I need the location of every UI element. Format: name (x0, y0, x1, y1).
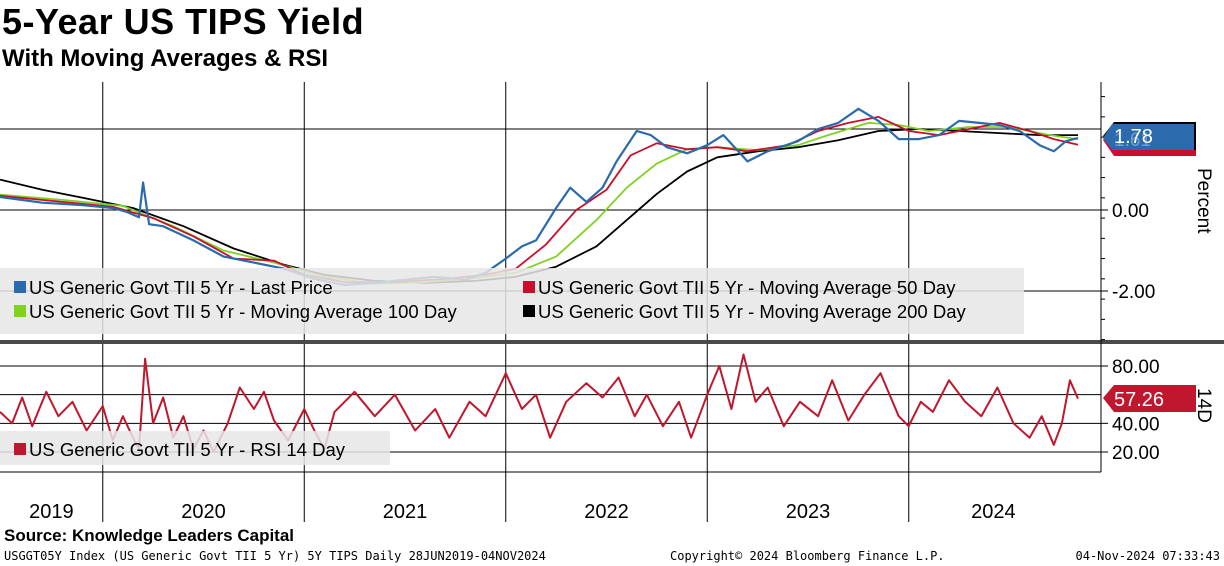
legend-label-price: US Generic Govt TII 5 Yr - Last Price (29, 277, 333, 298)
series-line-rsi (0, 353, 1079, 453)
panel-divider[interactable] (0, 340, 1224, 344)
rsi-axis-title: 14D (1193, 388, 1214, 423)
year-label-2021: 2021 (383, 501, 428, 523)
year-label-2019: 2019 (29, 501, 74, 523)
price-tick-label: 0.00 (1112, 201, 1149, 222)
legend-label-ma50: US Generic Govt TII 5 Yr - Moving Averag… (538, 277, 956, 298)
legend-label-ma200: US Generic Govt TII 5 Yr - Moving Averag… (538, 301, 967, 322)
y-axis-ticks: 0.00 -2.00 80.00 40.00 20.00 (1101, 96, 1160, 464)
price-tick-label: -2.00 (1112, 282, 1155, 303)
legend-swatch-ma100 (14, 305, 26, 317)
legend-swatch-ma50 (523, 281, 535, 293)
rsi-last-value: 57.26 (1114, 389, 1164, 411)
price-axis-title: Percent (1193, 168, 1214, 234)
chart-subtitle: With Moving Averages & RSI (2, 45, 329, 72)
legend-label-ma100: US Generic Govt TII 5 Yr - Moving Averag… (29, 301, 458, 322)
source-label: Source: Knowledge Leaders Capital (4, 526, 295, 545)
legend-swatch-rsi (14, 443, 26, 455)
chart-title: 5-Year US TIPS Yield (2, 1, 365, 42)
legend-label-rsi: US Generic Govt TII 5 Yr - RSI 14 Day (29, 439, 346, 460)
year-label-2022: 2022 (584, 501, 629, 523)
legend-swatch-ma200 (523, 305, 535, 317)
legend-swatch-price (14, 281, 26, 293)
year-label-2024: 2024 (971, 501, 1016, 523)
price-last-value-hidden: 1.61 (1114, 130, 1151, 151)
rsi-legend: US Generic Govt TII 5 Yr - RSI 14 Day (0, 431, 390, 465)
chart-area: US Generic Govt TII 5 Yr - Last Price US … (0, 82, 1224, 523)
year-label-2023: 2023 (786, 501, 831, 523)
price-last-value: 1.78 (1114, 126, 1153, 148)
x-axis-year-labels: 2019 2020 2021 2022 2023 2024 (29, 501, 1015, 523)
price-legend: US Generic Govt TII 5 Yr - Last Price US … (0, 268, 1024, 334)
series-line-ma100 (0, 122, 1079, 285)
footer-index-info: USGGT05Y Index (US Generic Govt TII 5 Yr… (4, 549, 546, 563)
footer-timestamp: 04-Nov-2024 07:33:43 (1075, 549, 1221, 563)
rsi-last-value-tag: 57.26 (1103, 385, 1196, 412)
price-series-group (0, 107, 1079, 286)
rsi-tick-label: 40.00 (1112, 414, 1160, 435)
year-label-2020: 2020 (181, 501, 226, 523)
price-last-value-tag: 1.61 1.78 (1103, 122, 1196, 156)
rsi-tick-label: 20.00 (1112, 443, 1160, 464)
rsi-series-group (0, 353, 1079, 453)
rsi-tick-label: 80.00 (1112, 357, 1160, 378)
footer-copyright: Copyright© 2024 Bloomberg Finance L.P. (670, 549, 945, 563)
series-line-price (0, 107, 1079, 286)
